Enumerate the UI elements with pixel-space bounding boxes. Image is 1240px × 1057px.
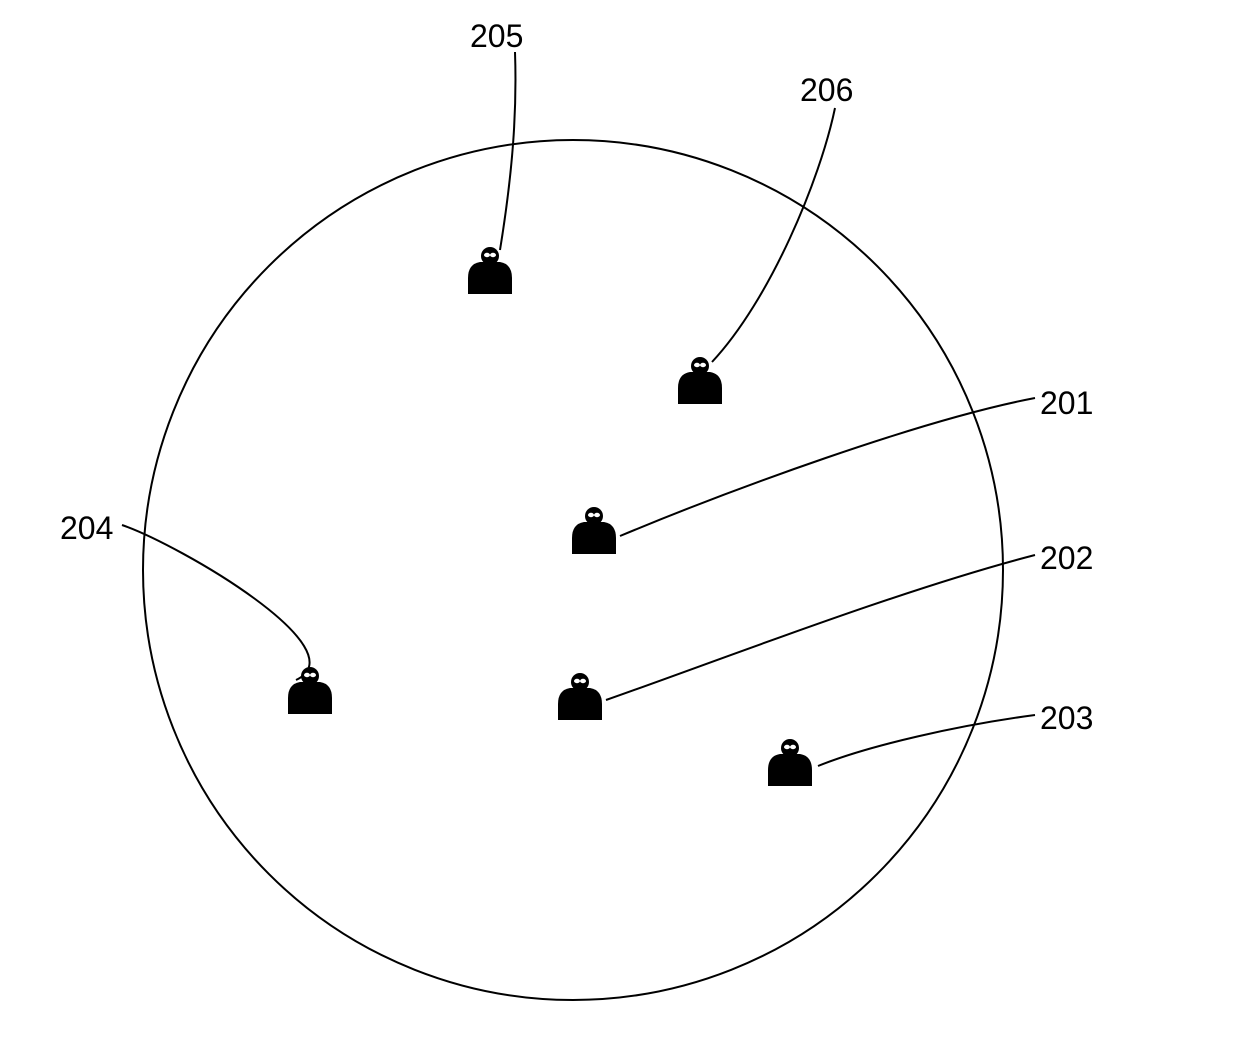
diagram-container: 201 202 203 204 205 206 xyxy=(0,0,1240,1052)
diagram-svg xyxy=(0,0,1240,1052)
leader-line xyxy=(818,715,1035,766)
node-label: 202 xyxy=(1040,540,1093,577)
node-label: 201 xyxy=(1040,385,1093,422)
person-icon xyxy=(572,507,616,554)
leader-line xyxy=(606,555,1035,700)
node-label: 206 xyxy=(800,72,853,109)
node-label: 203 xyxy=(1040,700,1093,737)
person-icon xyxy=(288,667,332,714)
leader-line xyxy=(620,398,1035,536)
leader-line xyxy=(712,108,835,362)
person-icon xyxy=(678,357,722,404)
node-label: 205 xyxy=(470,18,523,55)
node-label: 204 xyxy=(60,510,113,547)
leader-line xyxy=(122,525,310,680)
boundary-circle xyxy=(143,140,1003,1000)
person-icon xyxy=(558,673,602,720)
person-icon xyxy=(468,247,512,294)
leader-line xyxy=(500,52,515,250)
person-icon xyxy=(768,739,812,786)
